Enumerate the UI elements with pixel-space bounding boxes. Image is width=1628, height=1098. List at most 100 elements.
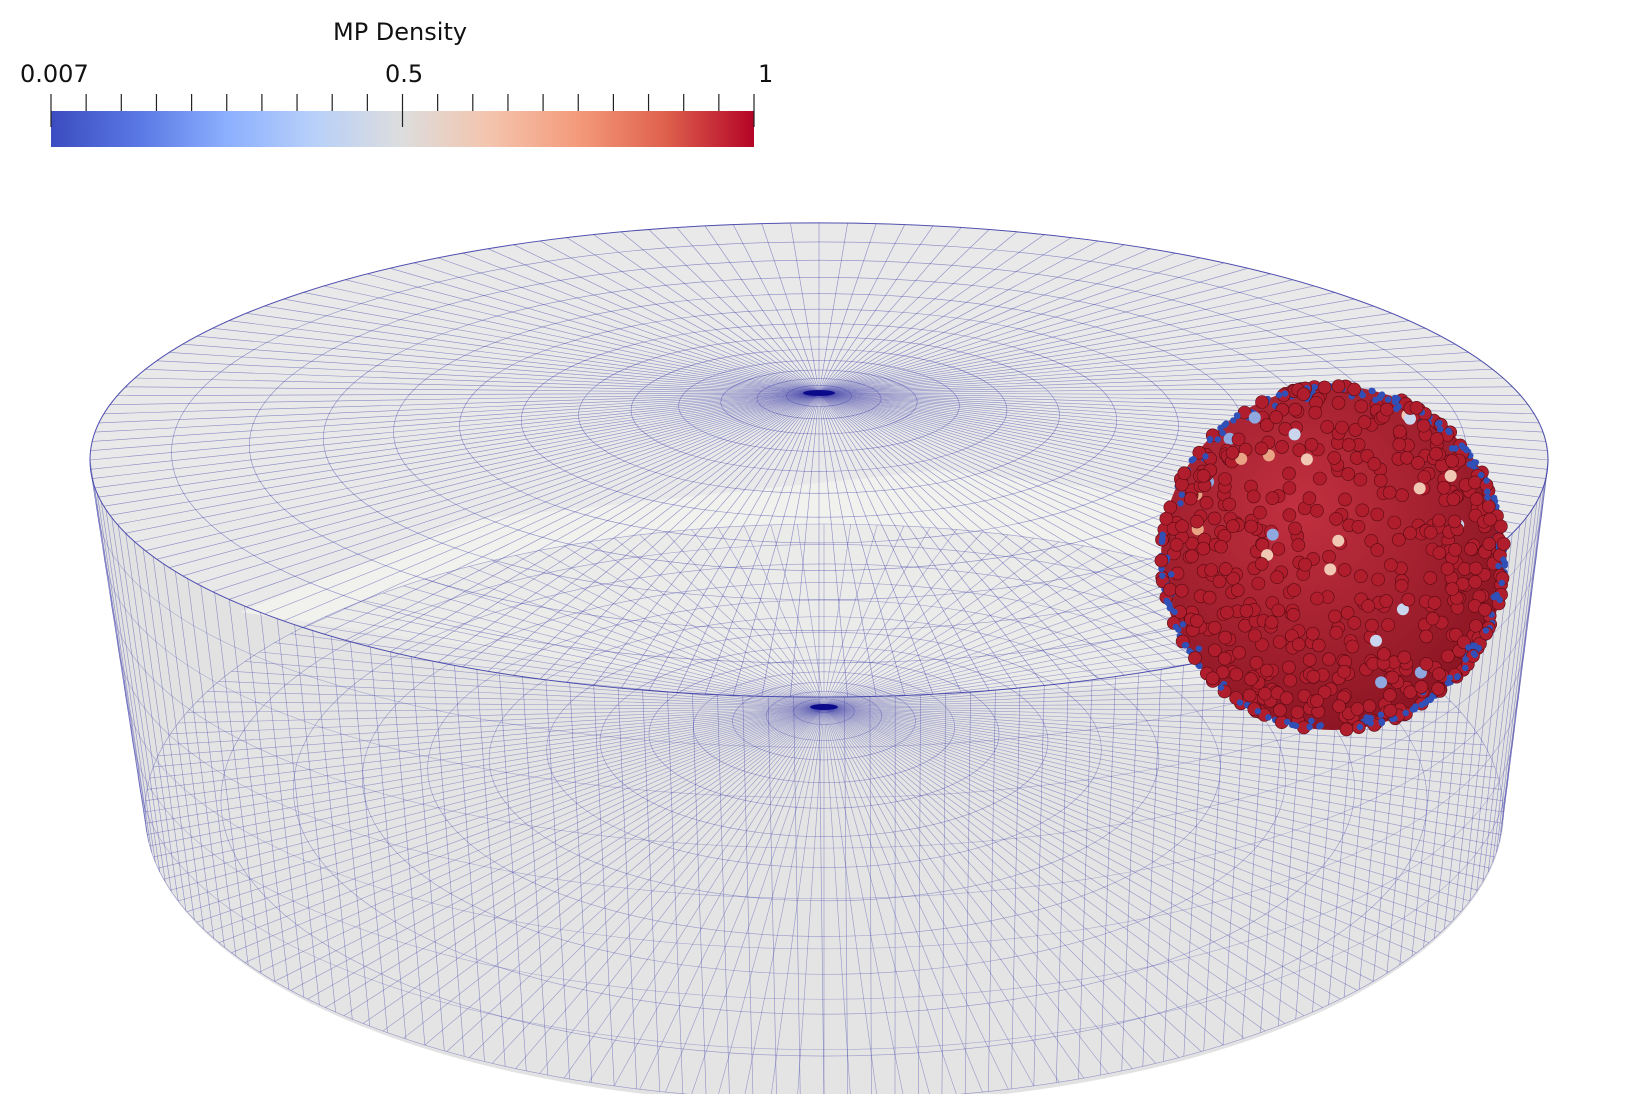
material-point: [1164, 583, 1177, 596]
material-point: [1183, 642, 1189, 648]
material-point: [1219, 473, 1232, 486]
material-point: [1276, 392, 1282, 398]
material-point: [1247, 490, 1260, 503]
material-point: [1220, 430, 1226, 436]
material-point: [1168, 571, 1174, 577]
material-point: [1221, 422, 1227, 428]
material-point: [1342, 438, 1355, 451]
material-point: [1170, 538, 1183, 551]
material-point: [1497, 537, 1510, 550]
material-point: [1244, 673, 1257, 686]
material-point: [1291, 706, 1304, 719]
material-point: [1479, 603, 1492, 616]
material-point: [1292, 638, 1305, 651]
material-point: [1273, 636, 1286, 649]
material-point: [1188, 652, 1201, 665]
material-point: [1218, 652, 1231, 665]
material-point: [1473, 459, 1479, 465]
material-point: [1218, 684, 1224, 690]
material-point: [1380, 595, 1393, 608]
material-point: [1424, 526, 1437, 539]
material-point: [1270, 411, 1283, 424]
material-point: [1306, 724, 1312, 730]
material-point: [1370, 635, 1382, 647]
material-point: [1362, 600, 1375, 613]
material-point: [1340, 723, 1353, 736]
material-point: [1378, 712, 1384, 718]
material-point: [1365, 619, 1378, 632]
material-point: [1219, 631, 1232, 644]
material-point: [1175, 584, 1188, 597]
material-point: [1368, 720, 1374, 726]
material-point: [1494, 520, 1507, 533]
material-point: [1310, 694, 1323, 707]
material-point: [1223, 498, 1236, 511]
legend-max-label: 1: [758, 60, 773, 88]
material-point-sphere: [1155, 380, 1510, 736]
material-point: [1318, 722, 1324, 728]
material-point: [1452, 445, 1458, 451]
material-point: [1289, 403, 1302, 416]
material-point: [1371, 508, 1384, 521]
material-point: [1196, 646, 1202, 652]
material-point: [1267, 529, 1279, 541]
material-point: [1310, 504, 1323, 517]
material-point: [1283, 482, 1296, 495]
material-point: [1265, 616, 1278, 629]
material-point: [1445, 470, 1457, 482]
material-point: [1207, 436, 1213, 442]
material-point: [1420, 630, 1433, 643]
material-point: [1393, 438, 1406, 451]
material-point: [1448, 515, 1461, 528]
material-point: [1213, 575, 1226, 588]
top-center-node: [803, 390, 835, 396]
material-point: [1446, 429, 1452, 435]
material-point: [1499, 580, 1505, 586]
material-point: [1312, 639, 1325, 652]
material-point: [1226, 446, 1239, 459]
material-point: [1363, 700, 1376, 713]
material-point: [1392, 533, 1405, 546]
material-point: [1190, 456, 1196, 462]
material-point: [1358, 416, 1371, 429]
material-point: [1190, 614, 1203, 627]
material-point: [1354, 570, 1367, 583]
material-point: [1234, 413, 1240, 419]
material-point: [1197, 469, 1210, 482]
material-point: [1243, 689, 1256, 702]
material-point: [1348, 616, 1361, 629]
material-point: [1164, 501, 1177, 514]
material-point: [1432, 682, 1445, 695]
material-point: [1436, 420, 1442, 426]
material-point: [1483, 627, 1489, 633]
material-point: [1384, 559, 1397, 572]
legend-mid-label: 0.5: [385, 60, 423, 88]
material-point: [1355, 400, 1368, 413]
material-point: [1332, 396, 1345, 409]
material-point: [1292, 539, 1305, 552]
material-point: [1470, 493, 1483, 506]
material-point: [1338, 563, 1351, 576]
material-point: [1433, 546, 1446, 559]
material-point: [1403, 710, 1409, 716]
material-point: [1179, 492, 1185, 498]
material-point: [1208, 621, 1221, 634]
material-point: [1282, 390, 1288, 396]
material-point: [1288, 584, 1301, 597]
material-point: [1432, 668, 1445, 681]
material-point: [1372, 397, 1378, 403]
material-point: [1395, 579, 1408, 592]
material-point: [1338, 665, 1351, 678]
material-point: [1356, 504, 1369, 517]
material-point: [1190, 515, 1203, 528]
material-point: [1460, 444, 1466, 450]
material-point: [1283, 467, 1296, 480]
material-point: [1301, 453, 1313, 465]
material-point: [1412, 456, 1425, 469]
material-point: [1178, 467, 1191, 480]
material-point: [1330, 626, 1343, 639]
material-point: [1306, 627, 1319, 640]
material-point: [1484, 494, 1490, 500]
material-point: [1348, 383, 1361, 396]
